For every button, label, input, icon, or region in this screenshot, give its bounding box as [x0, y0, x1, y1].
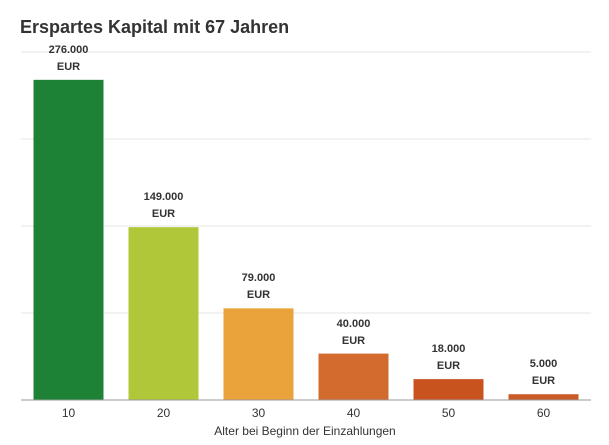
value-label: 149.000 EUR: [143, 191, 184, 221]
value-label: 18.000 EUR: [431, 343, 466, 373]
value-label: 40.000 EUR: [336, 317, 371, 347]
x-tick-label: 40: [347, 406, 361, 420]
chart-title: Erspartes Kapital mit 67 Jahren: [20, 17, 289, 37]
x-axis-label: Alter bei Beginn der Einzahlungen: [214, 424, 395, 438]
bar: [318, 353, 389, 400]
bar: [128, 227, 199, 400]
x-tick-label: 30: [252, 406, 266, 420]
value-label: 276.000 EUR: [48, 43, 89, 73]
x-tick-label: 50: [442, 406, 456, 420]
bar: [508, 394, 579, 400]
bar: [413, 379, 484, 400]
x-tick-label: 20: [157, 406, 171, 420]
bar: [33, 79, 104, 400]
x-tick-label: 10: [62, 406, 76, 420]
value-label: 5.000 EUR: [529, 358, 558, 388]
bar: [223, 308, 294, 400]
x-tick-label: 60: [537, 406, 551, 420]
value-label: 79.000 EUR: [241, 272, 276, 302]
